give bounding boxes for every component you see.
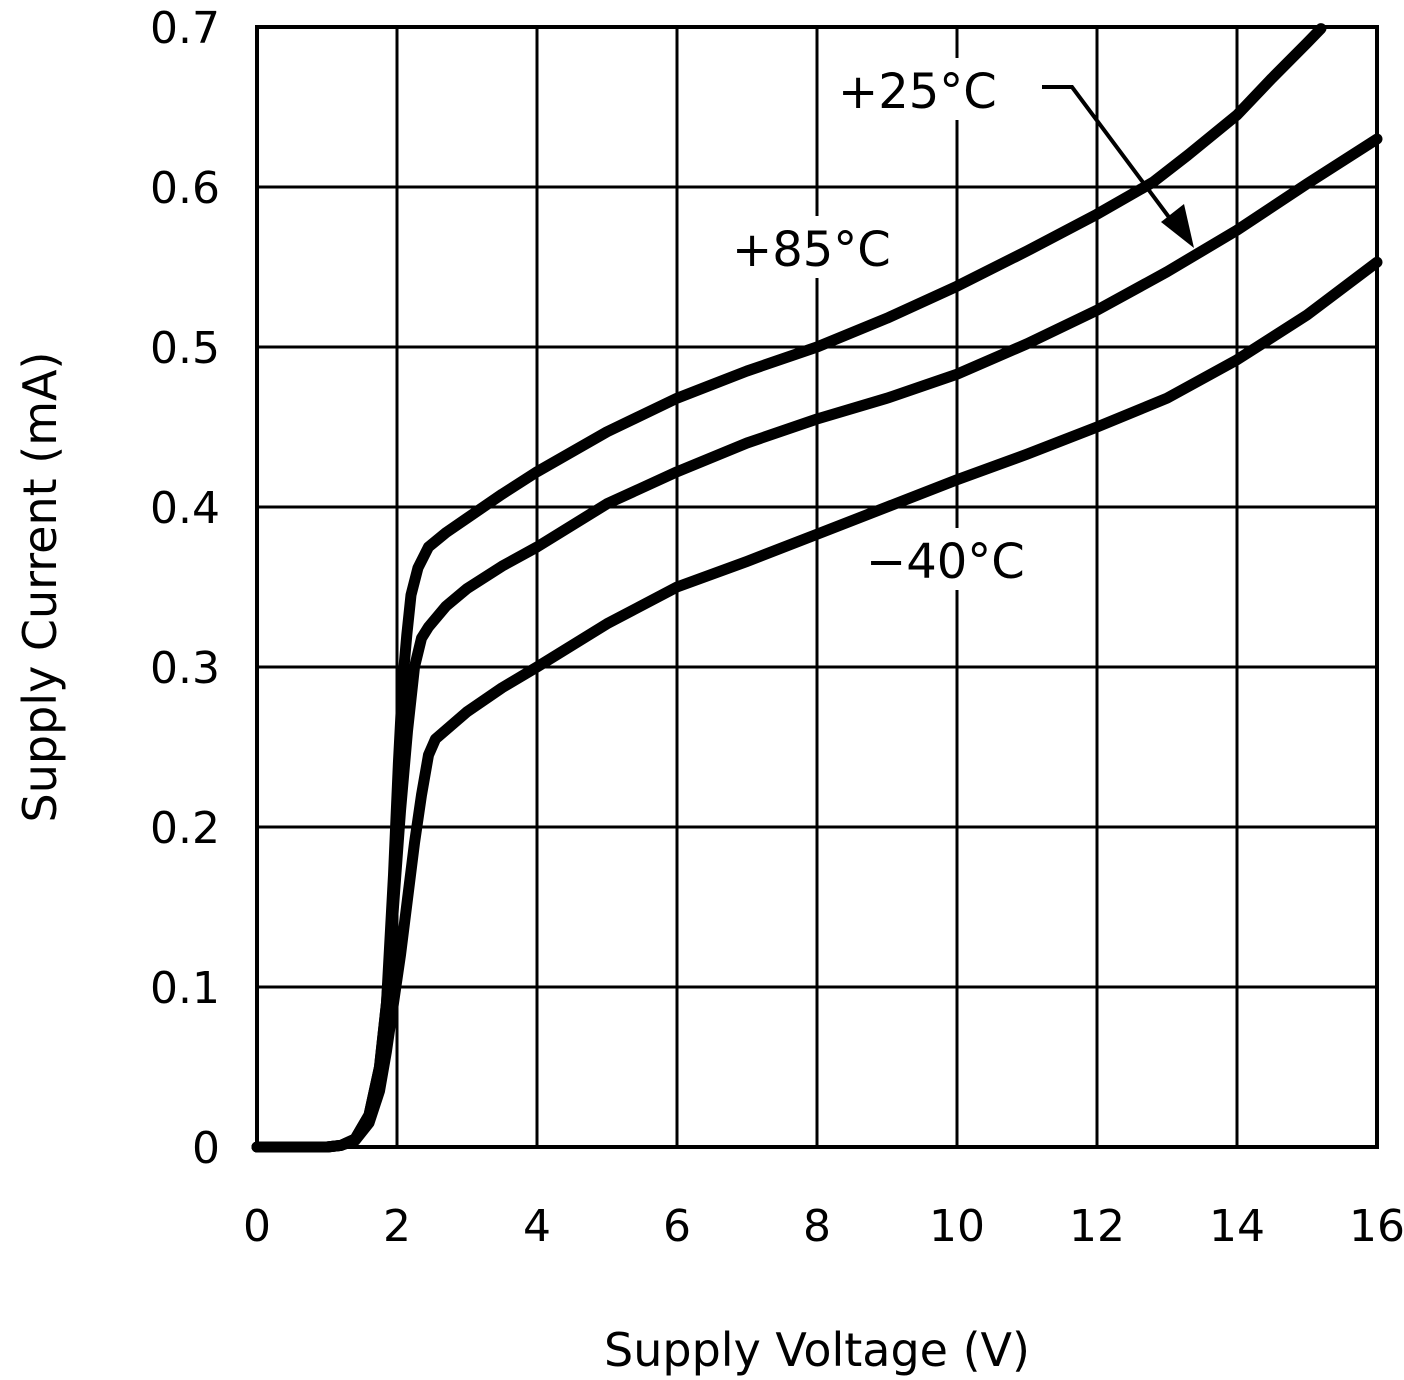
y-tick-label: 0.2 <box>150 803 220 854</box>
label-plus-25c: +25°C <box>838 64 997 120</box>
x-tick-label: 2 <box>383 1201 411 1252</box>
x-tick-label: 4 <box>523 1201 551 1252</box>
x-axis-title: Supply Voltage (V) <box>604 1323 1030 1377</box>
curves <box>251 23 1383 1153</box>
arrow-25c-head <box>1161 204 1194 248</box>
label-bg-85 <box>726 216 931 278</box>
y-tick-label: 0.5 <box>150 323 220 374</box>
y-axis-title: Supply Current (mA) <box>13 352 67 823</box>
x-tick-label: 10 <box>929 1201 985 1252</box>
y-tick-label: 0 <box>192 1123 220 1174</box>
y-tick-label: 0.4 <box>150 483 220 534</box>
curve-labels: +25°C +85°C −40°C <box>726 58 1194 590</box>
x-tick-label: 6 <box>663 1201 691 1252</box>
series-line-0 <box>251 23 1327 1153</box>
label-bg-40 <box>860 528 1065 590</box>
x-tick-label: 0 <box>243 1201 271 1252</box>
tick-labels: 0 2 4 6 8 10 12 14 16 0 0.1 0.2 0.3 0.4 0.5 0.6 0.7 <box>150 3 1404 1252</box>
plot-frame <box>255 25 1379 1149</box>
x-tick-label: 8 <box>803 1201 831 1252</box>
arrow-25c-line <box>1042 85 1182 234</box>
label-minus-40c: −40°C <box>866 534 1025 590</box>
label-bg-25 <box>832 58 1042 120</box>
y-tick-label: 0.6 <box>150 163 220 214</box>
x-tick-label: 16 <box>1349 1201 1404 1252</box>
series-line-2 <box>251 256 1383 1153</box>
y-tick-label: 0.1 <box>150 963 220 1014</box>
y-tick-label: 0.3 <box>150 643 220 694</box>
x-tick-label: 12 <box>1069 1201 1125 1252</box>
label-plus-85c: +85°C <box>732 222 891 278</box>
x-tick-label: 14 <box>1209 1201 1265 1252</box>
grid <box>255 25 1379 1149</box>
y-tick-label: 0.7 <box>150 3 220 54</box>
